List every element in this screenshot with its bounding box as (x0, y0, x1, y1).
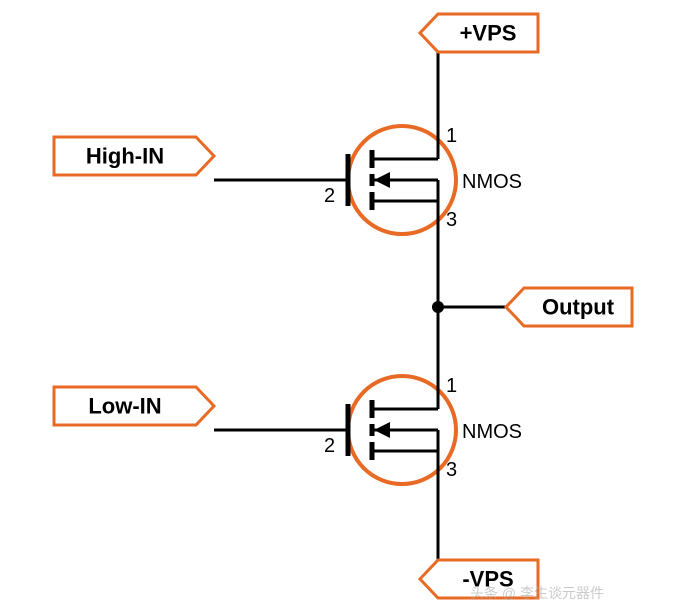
m1-type-label: NMOS (462, 171, 522, 193)
m2-pin-1: 1 (446, 375, 457, 397)
m1-pin-1: 1 (446, 125, 457, 147)
m1-pin-3: 3 (446, 209, 457, 231)
low-in-tag-label: Low-IN (88, 394, 161, 419)
m1-nmos-arrow-icon (374, 172, 390, 188)
m2-nmos-arrow-icon (374, 422, 390, 438)
output-tag-label: Output (542, 295, 615, 320)
m2-pin-2: 2 (324, 435, 335, 457)
high-in-tag-label: High-IN (86, 144, 164, 169)
m2-type-label: NMOS (462, 421, 522, 443)
m2-pin-3: 3 (446, 459, 457, 481)
vps-pos-tag-label: +VPS (460, 21, 517, 46)
m1-pin-2: 2 (324, 185, 335, 207)
watermark-text: 头条 @ 李生谈元器件 (470, 585, 604, 601)
